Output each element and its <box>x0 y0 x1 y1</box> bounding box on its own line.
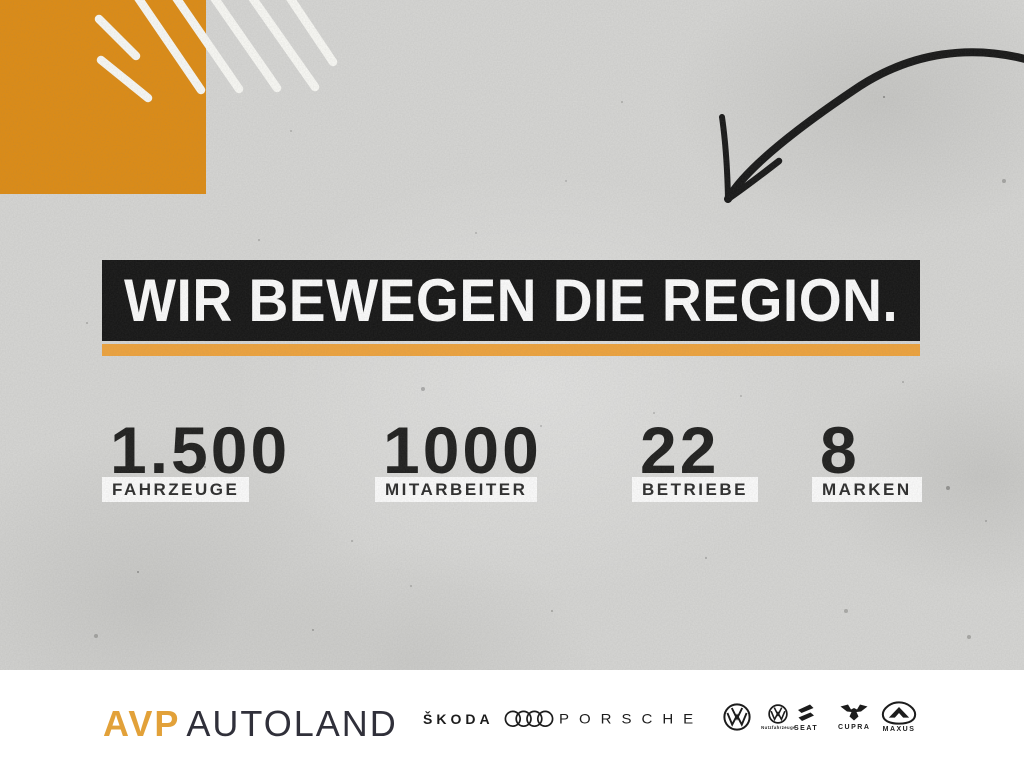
stat-marken: 8 MARKEN <box>812 413 922 502</box>
cupra-logo: CUPRA <box>838 702 870 731</box>
avp-autoland-logo: AVP AUTOLAND <box>103 703 398 745</box>
vw-logo-icon <box>723 703 751 731</box>
audi-rings-icon <box>504 710 554 728</box>
headline-underline <box>102 344 920 356</box>
stat-value: 8 <box>820 413 860 487</box>
cupra-logo-icon <box>840 704 868 721</box>
porsche-wordmark: PORSCHE <box>559 711 704 728</box>
headline-text: WIR BEWEGEN DIE REGION. <box>124 267 899 334</box>
stat-betriebe: 22 BETRIEBE <box>632 413 758 502</box>
seat-logo: SEAT <box>794 702 818 732</box>
stat-label: BETRIEBE <box>632 477 758 502</box>
skoda-wordmark: ŠKODA <box>423 711 494 727</box>
stat-value: 1.500 <box>110 413 291 487</box>
stat-label: FAHRZEUGE <box>102 477 250 502</box>
avp-logo-name: AUTOLAND <box>186 703 398 744</box>
maxus-logo: MAXUS <box>880 701 918 733</box>
stat-value: 1000 <box>383 413 542 487</box>
vw-commercial-label: Nutzfahrzeuge <box>761 725 796 731</box>
avp-logo-prefix: AVP <box>103 703 181 744</box>
cupra-label: CUPRA <box>838 724 871 731</box>
stat-fahrzeuge: 1.500 FAHRZEUGE <box>102 413 291 502</box>
maxus-label: MAXUS <box>882 726 916 733</box>
seat-logo-icon <box>798 704 815 721</box>
vw-commercial-logo: Nutzfahrzeuge <box>758 704 799 731</box>
diagonal-stripes-decoration <box>94 0 338 103</box>
stat-value: 22 <box>640 413 720 487</box>
stat-mitarbeiter: 1000 MITARBEITER <box>375 413 542 502</box>
headline-banner: WIR BEWEGEN DIE REGION. <box>102 260 920 341</box>
seat-label: SEAT <box>794 725 819 732</box>
curved-arrow-icon <box>719 48 1024 203</box>
stat-label: MITARBEITER <box>375 477 538 502</box>
stat-label: MARKEN <box>812 477 922 502</box>
vw-commercial-logo-icon <box>768 704 789 724</box>
maxus-logo-icon <box>881 701 917 725</box>
